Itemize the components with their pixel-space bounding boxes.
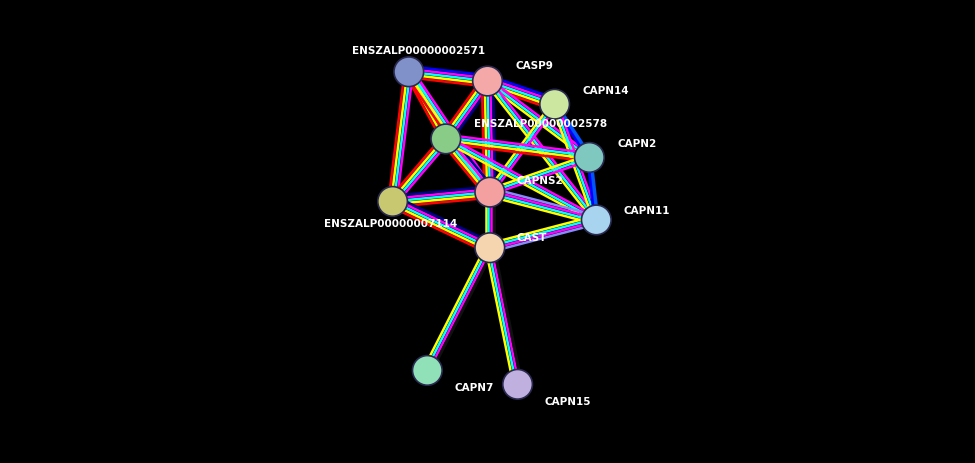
Text: ENSZALP00000002578: ENSZALP00000002578 [474,119,606,129]
Text: CAPN14: CAPN14 [582,86,629,96]
Text: CAPN2: CAPN2 [617,139,656,150]
Circle shape [473,66,502,96]
Text: ENSZALP00000002571: ENSZALP00000002571 [352,46,486,56]
Circle shape [540,89,569,119]
Circle shape [394,57,423,87]
Text: ENSZALP00000007114: ENSZALP00000007114 [324,219,457,229]
Circle shape [581,205,611,235]
Circle shape [431,124,460,154]
Text: CAPNS2: CAPNS2 [517,175,564,186]
Text: CAPN11: CAPN11 [623,206,670,216]
Circle shape [475,177,505,207]
Text: CAST: CAST [517,232,547,243]
Circle shape [574,143,604,172]
Circle shape [475,233,505,263]
Circle shape [377,187,408,216]
Circle shape [412,356,442,385]
Text: CAPN15: CAPN15 [544,397,591,407]
Text: CASP9: CASP9 [515,61,553,71]
Circle shape [503,369,532,399]
Text: CAPN7: CAPN7 [454,383,493,393]
